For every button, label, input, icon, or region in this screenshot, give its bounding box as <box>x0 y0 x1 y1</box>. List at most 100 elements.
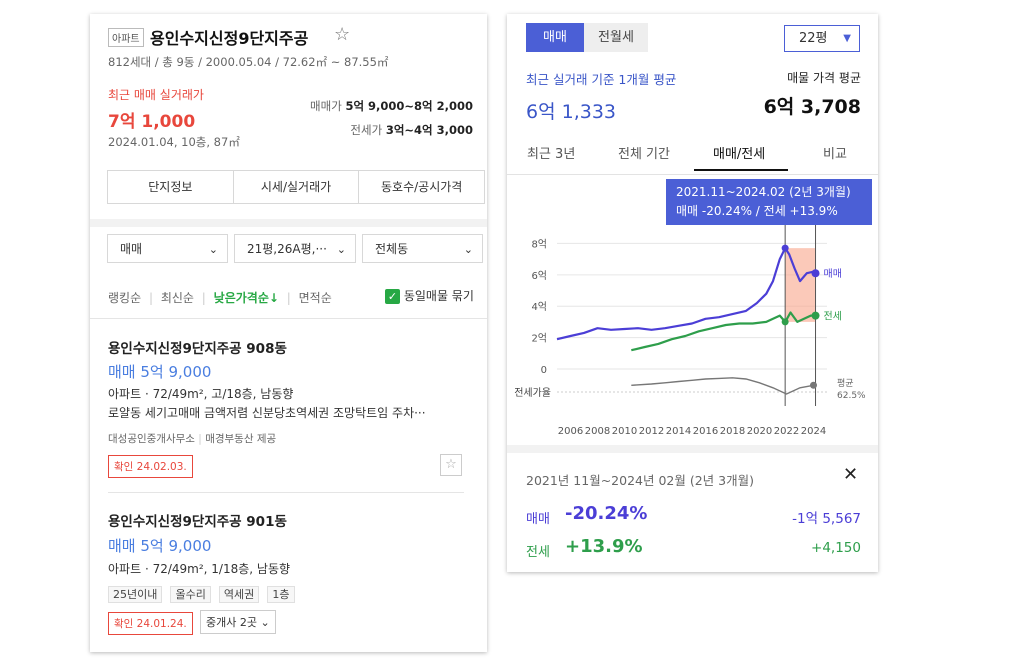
chevron-down-icon: ⌄ <box>260 616 270 629</box>
recent-trade-detail: 2024.01.04, 10층, 87㎡ <box>108 135 240 149</box>
series-endpoint <box>811 269 820 278</box>
feature-chip: 역세권 <box>218 586 260 603</box>
summary-jeonse-diff: +4,150 <box>811 540 861 556</box>
summary-jeonse-label: 전세 <box>526 545 550 560</box>
range-start-marker <box>781 244 789 252</box>
sort-area[interactable]: 면적순 <box>298 291 332 305</box>
series-label: 매매 <box>824 268 842 280</box>
dong-value: 전체동 <box>375 242 409 256</box>
size-select[interactable]: 21평,26A평,··· ⌄ <box>234 234 356 263</box>
favorite-star-icon[interactable]: ☆ <box>334 24 351 45</box>
complex-info: 812세대 / 총 9동 / 2000.05.04 / 72.62㎡ ~ 87.… <box>108 55 389 69</box>
chevron-down-icon: ⌄ <box>336 243 346 256</box>
chevron-down-icon: ⌄ <box>208 243 218 256</box>
summary-sale-diff: -1억 5,567 <box>792 511 861 527</box>
listing-title[interactable]: 용인수지신정9단지주공 908동 <box>108 341 287 357</box>
tab-rent[interactable]: 전월세 <box>584 23 648 52</box>
type-tag: 아파트 <box>108 28 144 47</box>
listing-provider: 매경부동산 제공 <box>205 433 277 445</box>
tab-market-price[interactable]: 시세/실거래가 <box>234 171 360 203</box>
x-tick-label: 2018 <box>720 426 745 437</box>
avg-value: 6억 1,333 <box>526 101 617 123</box>
trade-type-value: 매매 <box>120 242 143 256</box>
series-lines <box>556 244 820 395</box>
listing-type: 아파트 <box>108 387 142 401</box>
listing-divider <box>108 492 464 493</box>
recent-trade-label: 최근 매매 실거래가 <box>108 88 204 102</box>
group-listings-toggle[interactable]: ✓ 동일매물 묶기 <box>385 287 474 304</box>
x-tick-label: 2016 <box>693 426 718 437</box>
tabs-divider <box>507 174 878 175</box>
broker-count: 중개사 2곳 <box>206 616 257 629</box>
listing-avg-value: 6억 3,708 <box>763 96 861 118</box>
recent-trade-price: 7억 1,000 <box>108 112 196 132</box>
range-tooltip: 2021.11~2024.02 (2년 3개월) 매매 -20.24% / 전세… <box>666 179 872 225</box>
sale-price-range-row: 매매가 5억 9,000~8억 2,000 <box>310 98 473 114</box>
tab-complex-info[interactable]: 단지정보 <box>108 171 234 203</box>
confirm-date-badge: 확인 24.02.03. <box>108 455 193 478</box>
ratio-endpoint <box>810 381 817 389</box>
listing-spec: 72/49m², 고/18층, 남동향 <box>152 387 294 401</box>
sort-ranking[interactable]: 랭킹순 <box>108 291 142 305</box>
series-line-sale <box>556 246 817 341</box>
tab-recent-3y[interactable]: 최근 3년 <box>527 147 576 162</box>
x-tick-label: 2022 <box>774 426 799 437</box>
x-tick-label: 2008 <box>585 426 610 437</box>
trade-type-select[interactable]: 매매 ⌄ <box>107 234 228 263</box>
ratio-axis-label: 전세가율 <box>514 387 551 399</box>
pyeong-value: 22평 <box>799 31 828 46</box>
avg-label: 최근 실거래 기준 1개월 평균 <box>526 72 677 87</box>
sale-price-label: 매매가 <box>310 99 342 113</box>
ratio-line <box>631 377 814 395</box>
ratio-avg-label: 평균 <box>837 378 854 389</box>
x-tick-label: 2014 <box>666 426 691 437</box>
group-listings-label: 동일매물 묶기 <box>403 289 474 303</box>
dong-select[interactable]: 전체동 ⌄ <box>362 234 483 263</box>
listing-title[interactable]: 용인수지신정9단지주공 901동 <box>108 514 287 530</box>
active-tab-underline <box>694 169 788 171</box>
sale-price-range: 5억 9,000~8억 2,000 <box>345 99 473 113</box>
chevron-down-icon: ⌄ <box>463 243 473 256</box>
series-endpoint <box>811 311 820 320</box>
tab-unit-price[interactable]: 동호수/공시가격 <box>381 180 463 194</box>
close-icon[interactable]: ✕ <box>843 464 859 485</box>
tab-sale-jeonse[interactable]: 매매/전세 <box>713 147 766 162</box>
complex-tabs: 단지정보 시세/실거래가 동호수/공시가격 <box>107 170 485 204</box>
listing-agent-row: 대성공인중개사무소 | 매경부동산 제공 <box>108 433 277 445</box>
ratio-avg-value: 62.5% <box>837 391 866 401</box>
tooltip-period: 2021.11~2024.02 (2년 3개월) <box>676 185 851 199</box>
tab-sale[interactable]: 매매 <box>526 23 584 52</box>
summary-period: 2021년 11월~2024년 02월 (2년 3개월) <box>526 473 754 488</box>
y-tick-label: 4억 <box>531 301 547 313</box>
tab-all-period[interactable]: 전체 기간 <box>618 147 670 162</box>
highlight-range <box>785 248 816 322</box>
pyeong-select[interactable]: 22평 ▼ <box>784 25 860 52</box>
summary-sale-label: 매매 <box>526 512 550 527</box>
sort-low-price[interactable]: 낮은가격순↓ <box>213 291 279 305</box>
size-value: 21평,26A평,··· <box>247 242 327 256</box>
feature-chip: 올수리 <box>170 586 211 603</box>
summary-divider <box>507 445 878 453</box>
confirm-date-badge: 확인 24.01.24. <box>108 612 193 635</box>
tab-compare[interactable]: 비교 <box>823 147 847 162</box>
tooltip-change: 매매 -20.24% / 전세 +13.9% <box>676 204 838 218</box>
series-label: 전세 <box>824 311 842 323</box>
checkbox-checked-icon: ✓ <box>385 289 400 304</box>
broker-count-button[interactable]: 중개사 2곳 ⌄ <box>200 610 276 634</box>
x-tick-label: 2010 <box>612 426 637 437</box>
listing-spec: 72/49m², 1/18층, 남동향 <box>152 562 291 576</box>
favorite-star-icon[interactable]: ☆ <box>440 454 462 476</box>
jeonse-price-label: 전세가 <box>350 123 383 137</box>
sort-divider <box>90 318 487 319</box>
listing-description: 로얄동 세기고매매 금액저렴 신분당초역세권 조망탁트임 주차··· <box>108 406 426 420</box>
x-tick-label: 2012 <box>639 426 664 437</box>
caret-down-icon: ▼ <box>843 33 851 44</box>
listing-price: 매매 5억 9,000 <box>108 363 212 381</box>
summary-sale-pct: -20.24% <box>565 503 648 524</box>
sort-latest[interactable]: 최신순 <box>160 291 194 305</box>
listing-price: 매매 5억 9,000 <box>108 537 212 555</box>
jeonse-price-range-row: 전세가 3억~4억 3,000 <box>350 122 473 138</box>
price-chart-panel: 매매 전월세 22평 ▼ 최근 실거래 기준 1개월 평균 6억 1,333 매… <box>507 14 878 572</box>
